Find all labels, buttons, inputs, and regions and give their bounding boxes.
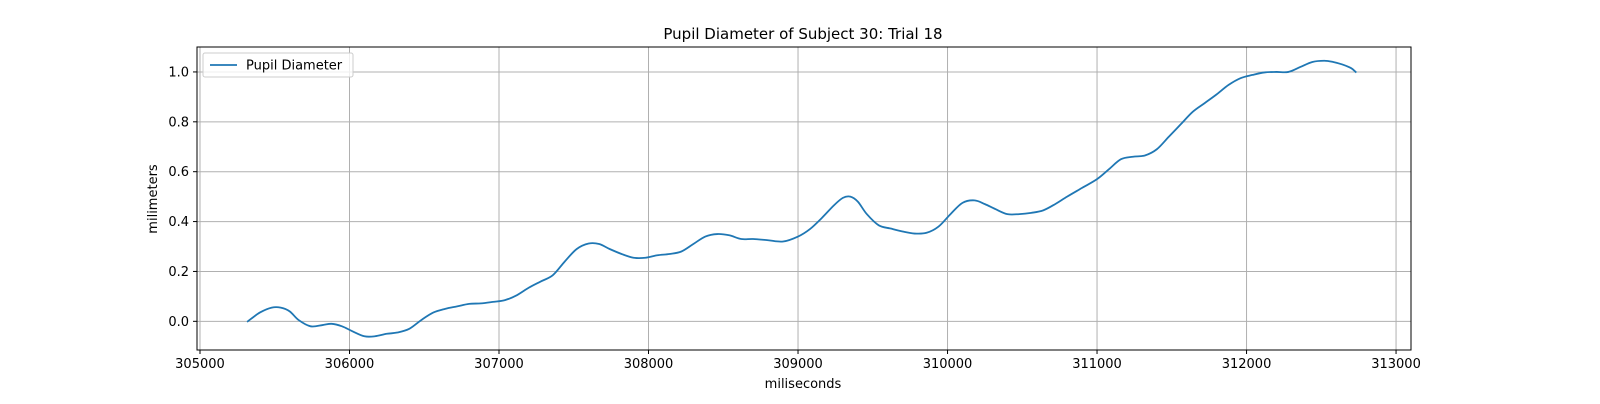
y-tick-label: 0.0: [168, 315, 189, 330]
y-tick-label: 0.2: [168, 265, 189, 280]
legend-label-pupil-diameter: Pupil Diameter: [246, 59, 343, 74]
x-axis-ticks: 305000 306000 307000 308000 309000 310000 3110…: [175, 350, 1421, 372]
legend: Pupil Diameter: [202, 52, 354, 78]
x-tick-label: 307000: [474, 357, 524, 372]
y-tick-label: 0.4: [168, 215, 189, 230]
plot-area-frame: [196, 46, 1412, 351]
series-layer: [246, 59, 1357, 338]
series-line-pupil-diameter: [246, 59, 1357, 338]
y-axis-label: milimeters: [146, 164, 161, 234]
y-tick-label: 0.6: [168, 165, 189, 180]
x-tick-label: 311000: [1072, 357, 1122, 372]
x-tick-label: 312000: [1222, 357, 1272, 372]
x-tick-label: 313000: [1371, 357, 1421, 372]
chart-title: Pupil Diameter of Subject 30: Trial 18: [663, 25, 942, 43]
x-tick-label: 305000: [175, 357, 225, 372]
y-tick-label: 1.0: [168, 65, 189, 80]
x-tick-label: 308000: [624, 357, 674, 372]
grid-lines: [197, 47, 1411, 350]
x-tick-label: 310000: [923, 357, 973, 372]
x-axis-label: miliseconds: [765, 377, 842, 392]
y-axis-ticks: 0.0 0.2 0.4 0.6 0.8 1.0: [168, 65, 197, 330]
x-tick-label: 306000: [325, 357, 375, 372]
y-tick-label: 0.8: [168, 115, 189, 130]
legend-box: [202, 52, 354, 78]
x-tick-label: 309000: [773, 357, 823, 372]
